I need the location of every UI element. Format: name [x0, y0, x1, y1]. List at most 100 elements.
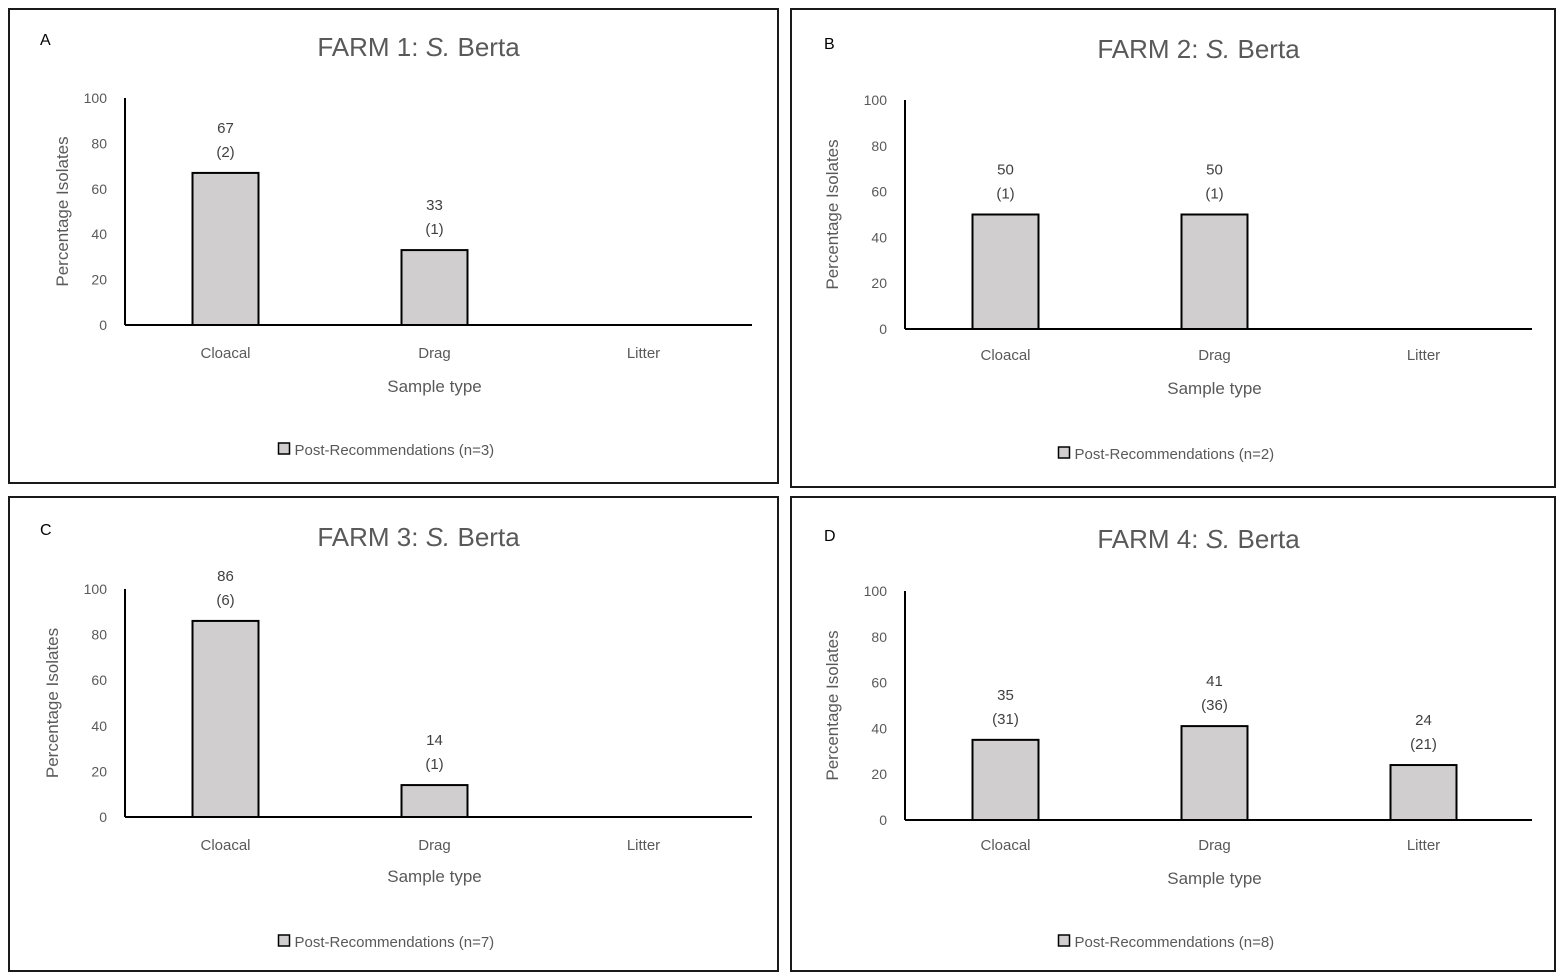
bar [1180, 725, 1249, 821]
y-tick-label: 60 [871, 184, 887, 200]
y-tick-label: 80 [871, 138, 887, 154]
y-tick-label: 40 [871, 229, 887, 245]
x-category-label: Cloacal [980, 347, 1030, 364]
x-category-label: Drag [418, 345, 451, 362]
legend-swatch [1057, 446, 1071, 459]
chart-title-suffix: Berta [450, 32, 520, 62]
data-label-count: (1) [1205, 186, 1223, 203]
bar [971, 213, 1040, 330]
legend-label: Post-Recommendations (n=8) [1075, 934, 1275, 951]
x-category-label: Drag [418, 837, 451, 854]
x-axis-label: Sample type [1167, 869, 1262, 888]
y-tick-label: 80 [91, 627, 107, 643]
bar [1389, 764, 1458, 822]
x-category-label: Litter [627, 837, 660, 854]
y-tick-label: 100 [84, 90, 108, 106]
chart-title: FARM 3: S. Berta [317, 522, 520, 552]
y-tick-label: 80 [871, 629, 887, 645]
x-category-label: Cloacal [200, 345, 250, 362]
x-category-label: Cloacal [980, 837, 1030, 854]
data-label-value: 50 [1206, 162, 1223, 179]
chart-title-suffix: Berta [1230, 524, 1300, 554]
panel-label: D [824, 528, 836, 545]
bar [191, 171, 260, 326]
x-category-label: Drag [1198, 347, 1231, 364]
chart-title-species: S. [1206, 524, 1231, 554]
panel-label: B [824, 36, 835, 53]
y-axis-label: Percentage Isolates [43, 628, 62, 778]
x-category-label: Cloacal [200, 837, 250, 854]
y-axis-label: Percentage Isolates [823, 139, 842, 289]
x-axis-label: Sample type [387, 867, 482, 886]
data-label-value: 67 [217, 120, 234, 137]
y-tick-label: 20 [91, 272, 107, 288]
y-tick-label: 40 [91, 718, 107, 734]
data-label-value: 14 [426, 732, 443, 749]
y-tick-label: 20 [871, 766, 887, 782]
chart-panel-c: C FARM 3: S. Berta Percentage Isolates 0 20… [8, 496, 779, 972]
legend-swatch [1057, 934, 1071, 947]
legend-label: Post-Recommendations (n=7) [295, 934, 495, 951]
chart-title-prefix: FARM 1: [317, 32, 425, 62]
y-tick-label: 40 [871, 720, 887, 736]
chart-panel-d: D FARM 4: S. Berta Percentage Isolates 0 20… [790, 496, 1556, 972]
x-axis-label: Sample type [1167, 379, 1262, 398]
data-label-value: 41 [1206, 673, 1223, 690]
data-label-count: (21) [1410, 736, 1437, 753]
bar-chart: FARM 1: S. Berta Percentage Isolates 0 20 40… [53, 32, 752, 459]
bar [191, 619, 260, 818]
y-tick-label: 20 [871, 275, 887, 291]
legend-swatch [277, 934, 291, 947]
data-label-count: (1) [425, 756, 443, 773]
bar [1180, 213, 1249, 330]
y-tick-label: 100 [864, 92, 888, 108]
chart-title-species: S. [426, 522, 451, 552]
bar-chart: FARM 4: S. Berta Percentage Isolates 0 20 40… [823, 524, 1532, 951]
legend-label: Post-Recommendations (n=3) [295, 442, 495, 459]
chart-title-suffix: Berta [450, 522, 520, 552]
y-tick-label: 100 [864, 583, 888, 599]
x-category-label: Litter [627, 345, 660, 362]
y-tick-label: 100 [84, 581, 108, 597]
chart-title-species: S. [426, 32, 451, 62]
chart-title-prefix: FARM 3: [317, 522, 425, 552]
data-label-count: (6) [216, 592, 234, 609]
chart-title-species: S. [1206, 34, 1231, 64]
y-tick-label: 80 [91, 135, 107, 151]
data-label-count: (36) [1201, 697, 1228, 714]
x-category-label: Litter [1407, 837, 1440, 854]
chart-title-prefix: FARM 4: [1097, 524, 1205, 554]
y-tick-label: 40 [91, 226, 107, 242]
y-tick-label: 0 [879, 321, 887, 337]
chart-title-prefix: FARM 2: [1097, 34, 1205, 64]
data-label-value: 35 [997, 687, 1014, 704]
data-label-value: 24 [1415, 712, 1432, 729]
panel-label: A [40, 32, 51, 49]
chart-title: FARM 2: S. Berta [1097, 34, 1300, 64]
chart-panel-b: B FARM 2: S. Berta Percentage Isolates 0 20… [790, 8, 1556, 488]
y-tick-label: 60 [91, 672, 107, 688]
data-label-count: (31) [992, 711, 1019, 728]
data-label-value: 50 [997, 162, 1014, 179]
y-tick-label: 20 [91, 763, 107, 779]
panel-label: C [40, 522, 52, 539]
y-tick-label: 0 [879, 812, 887, 828]
chart-title: FARM 4: S. Berta [1097, 524, 1300, 554]
y-axis-label: Percentage Isolates [823, 630, 842, 780]
data-label-count: (1) [425, 221, 443, 238]
y-tick-label: 0 [99, 317, 107, 333]
bar-chart: FARM 3: S. Berta Percentage Isolates 0 20 40… [43, 522, 752, 951]
data-label-count: (1) [996, 186, 1014, 203]
bar [400, 784, 469, 818]
y-tick-label: 0 [99, 809, 107, 825]
x-category-label: Drag [1198, 837, 1231, 854]
data-label-value: 33 [426, 197, 443, 214]
bar-chart: FARM 2: S. Berta Percentage Isolates 0 20 40… [823, 34, 1532, 463]
chart-title: FARM 1: S. Berta [317, 32, 520, 62]
y-axis-label: Percentage Isolates [53, 136, 72, 286]
y-tick-label: 60 [91, 181, 107, 197]
chart-panel-a: A FARM 1: S. Berta Percentage Isolates 0 20… [8, 8, 779, 484]
data-label-count: (2) [216, 144, 234, 161]
y-tick-label: 60 [871, 675, 887, 691]
x-axis-label: Sample type [387, 377, 482, 396]
